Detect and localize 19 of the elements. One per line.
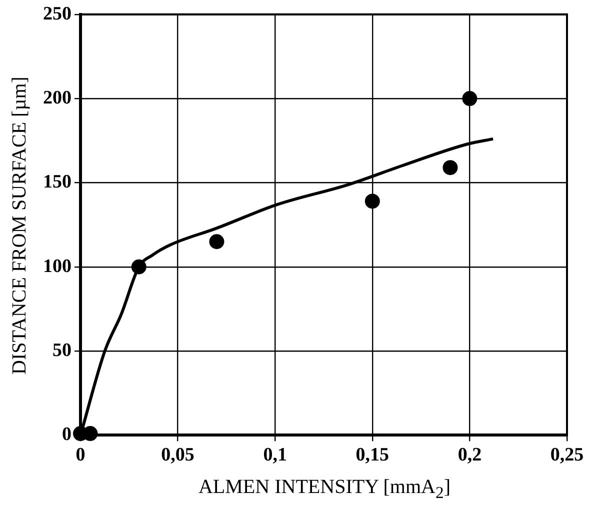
x-tick-label: 0,25: [550, 444, 584, 466]
point: [209, 234, 224, 250]
y-tick-label: 100: [43, 256, 72, 277]
x-axis-title: ALMEN INTENSITY [mmA$_{2}$]: [197, 476, 452, 503]
x-tick-label: 0,05: [161, 444, 194, 466]
x-tick-label: 0,15: [356, 444, 390, 466]
y-tick-label: 250: [43, 3, 72, 24]
y-tick-label: 0: [62, 424, 72, 446]
x-tick-label: 0,2: [458, 444, 482, 466]
point: [442, 160, 458, 176]
y-axis-title: DISTANCE FROM SURFACE [µm]: [8, 76, 32, 374]
x-tick-label: 0,1: [263, 444, 287, 466]
y-tick-label: 50: [52, 340, 72, 361]
point: [462, 91, 478, 106]
point: [364, 194, 380, 209]
x-tick-label: 0: [76, 444, 86, 466]
point: [131, 259, 146, 274]
y-tick-label: 200: [43, 87, 72, 108]
y-tick-label: 150: [43, 172, 72, 193]
